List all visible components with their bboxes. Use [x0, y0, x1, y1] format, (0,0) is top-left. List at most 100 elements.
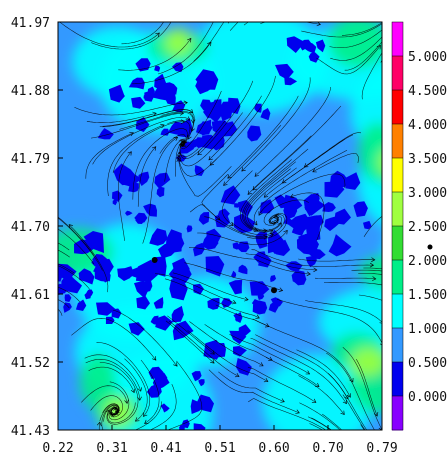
streamline — [118, 38, 192, 71]
colorbar-segment — [392, 90, 403, 125]
streamline — [208, 95, 262, 161]
streamline — [223, 125, 282, 186]
x-tick-label: 0.41 — [150, 441, 181, 456]
streamline — [227, 95, 299, 179]
streamline — [251, 249, 374, 267]
colorbar-label: 3.500 — [408, 152, 447, 167]
streamline — [81, 385, 128, 404]
streamline — [342, 346, 382, 430]
streamline — [248, 398, 327, 430]
colorbar-segment — [392, 226, 403, 261]
streamline — [227, 22, 230, 24]
streamline — [298, 375, 345, 415]
streamline — [165, 320, 215, 364]
streamline — [344, 41, 382, 71]
streamline — [314, 277, 376, 280]
streamline — [209, 75, 276, 166]
streamline — [247, 366, 317, 403]
streamline — [247, 213, 288, 239]
streamline — [167, 360, 203, 430]
x-tick-label: 0.70 — [312, 441, 343, 456]
streamline — [247, 135, 312, 195]
streamline — [84, 354, 142, 392]
streamline — [121, 22, 164, 45]
streamline — [247, 167, 297, 231]
streamline — [296, 349, 351, 398]
streamline — [167, 315, 215, 355]
colorbar-segment — [392, 158, 403, 193]
streamline — [88, 366, 135, 393]
streamline — [74, 102, 188, 116]
streamline — [327, 373, 368, 430]
colorbar-segment — [392, 192, 403, 227]
streamline — [258, 173, 346, 216]
streamline — [58, 265, 91, 290]
streamline — [276, 298, 382, 344]
streamline — [85, 359, 141, 401]
y-tick-label: 41.52 — [11, 356, 50, 371]
colorbar-segment — [392, 260, 403, 295]
streamline — [260, 22, 321, 25]
streamline — [91, 22, 172, 50]
colorbar-segment — [392, 328, 403, 363]
colorbar-label: 4.000 — [408, 118, 447, 133]
streamline — [341, 22, 382, 36]
streamline — [311, 417, 332, 430]
streamline — [189, 204, 274, 237]
streamline — [245, 168, 291, 232]
y-axis: 41.97 41.88 41.79 41.70 41.61 41.52 41.43 — [11, 16, 63, 439]
streamline — [322, 413, 343, 430]
streamline — [108, 381, 130, 421]
streamline — [358, 294, 382, 301]
streamline — [252, 105, 342, 191]
streamline — [361, 52, 382, 100]
streamline — [253, 150, 348, 226]
streamline — [90, 395, 123, 418]
streamline — [265, 357, 320, 387]
streamline — [299, 402, 341, 430]
streamline — [71, 318, 157, 361]
x-axis: 0.22 0.31 0.41 0.51 0.60 0.70 0.79 — [42, 425, 398, 456]
streamline — [178, 112, 243, 167]
streamline — [316, 45, 381, 75]
streamline — [58, 217, 103, 271]
streamline — [312, 153, 359, 173]
streamline — [197, 80, 254, 156]
streamline — [58, 308, 63, 316]
streamline — [101, 401, 163, 430]
streamline — [358, 273, 382, 275]
streamline — [178, 158, 232, 197]
x-tick-label: 0.22 — [42, 441, 73, 456]
streamline — [201, 174, 229, 221]
x-tick-label: 0.51 — [204, 441, 235, 456]
streamline — [188, 247, 311, 275]
streamline — [218, 371, 285, 403]
streamline — [58, 228, 95, 265]
colorbar-segment — [392, 396, 403, 431]
colorbar-label: 2.000 — [408, 254, 447, 269]
streamline — [239, 159, 292, 233]
streamline — [107, 124, 165, 197]
streamline — [204, 216, 268, 238]
streamline — [305, 300, 382, 323]
streamline — [132, 41, 212, 85]
colorbar-label: 5.000 — [408, 50, 447, 65]
streamline — [329, 29, 382, 48]
x-tick-label: 0.60 — [258, 441, 289, 456]
streamline — [118, 151, 132, 241]
streamline — [58, 216, 95, 256]
streamline — [282, 138, 346, 184]
streamline — [254, 86, 331, 177]
streamline — [222, 170, 253, 226]
streamline — [242, 148, 309, 232]
streamline — [301, 23, 382, 38]
streamline — [208, 369, 300, 414]
streamline — [351, 269, 382, 272]
streamline — [142, 137, 178, 244]
streamline — [193, 22, 225, 62]
marker-point — [271, 287, 277, 294]
streamline — [252, 318, 354, 383]
streamline — [90, 113, 184, 139]
colorbar-label: 2.500 — [408, 220, 447, 235]
marker-point — [151, 257, 158, 263]
